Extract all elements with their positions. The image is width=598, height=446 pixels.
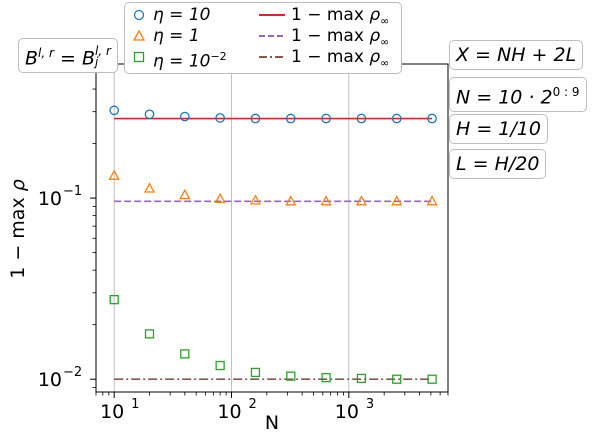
annotation-n: N = 10 · 20 : 9 [449, 77, 587, 113]
legend-line-dashdot [259, 56, 285, 58]
x-tick-label-exponent: 3 [366, 397, 374, 412]
x-tick-label-exponent: 2 [249, 397, 257, 412]
annotation-bj-base: B [81, 47, 95, 70]
y-tick-label-exponent: −1 [63, 184, 82, 199]
point-eta-series-1 [215, 113, 225, 123]
x-tick-label: 10 [100, 401, 124, 423]
legend-marker-triangle [132, 29, 146, 41]
annotation-l: L = H/20 [449, 149, 547, 179]
point-eta-series-3 [286, 371, 296, 381]
annotation-bj-sub: j [95, 54, 99, 69]
legend-marker-circle [133, 9, 145, 21]
x-tick-label: 10 [217, 401, 241, 423]
annotation-h: H = 1/10 [449, 114, 548, 144]
point-eta-series-3 [250, 367, 261, 378]
point-eta-series-2 [285, 195, 297, 206]
annotation-bj-sup: l, r [95, 43, 111, 58]
plot-area [96, 64, 448, 392]
legend-label-eta001-sup: −2 [210, 50, 227, 63]
point-eta-series-1 [109, 105, 120, 116]
legend-label-ref1: 1 − max ρ∞ [291, 5, 390, 28]
y-tick-label: 10 [38, 188, 62, 210]
x-tick-label: 10 [335, 401, 359, 423]
point-eta-series-2 [214, 192, 226, 204]
point-eta-series-3 [109, 294, 119, 305]
legend-label-eta10: η = 10 [153, 6, 210, 24]
point-eta-series-2 [179, 188, 191, 200]
point-eta-series-3 [392, 374, 402, 384]
legend-marker-square [133, 51, 145, 63]
point-eta-series-1 [179, 111, 190, 122]
point-eta-series-1 [144, 109, 155, 120]
point-eta-series-3 [427, 374, 437, 384]
point-eta-series-2 [143, 182, 156, 193]
legend: η = 10 η = 1 η = 10−2 1 − max ρ∞ 1 − max… [124, 2, 402, 74]
legend-line-solid [259, 14, 285, 16]
annotation-x: X = NH + 2L [449, 40, 584, 70]
point-eta-series-1 [356, 113, 367, 124]
y-axis-label-rho: ρ [7, 179, 29, 192]
point-eta-series-2 [320, 195, 332, 206]
legend-label-eta001: η = 10−2 [153, 48, 227, 71]
point-eta-series-2 [391, 195, 403, 206]
point-eta-series-2 [426, 195, 438, 206]
y-tick-label: 10 [38, 369, 62, 391]
legend-label-eta1-text: η = 1 [153, 26, 200, 46]
point-eta-series-1 [321, 113, 331, 124]
point-eta-series-3 [356, 373, 367, 384]
point-eta-series-2 [249, 194, 262, 205]
legend-label-eta10-text: η = 10 [153, 5, 211, 25]
x-axis-label: N [264, 412, 280, 434]
annotation-n-sup: 0 : 9 [552, 85, 580, 99]
annotation-b-eq: = [53, 47, 82, 70]
y-axis-label: 1 − max ρ [7, 159, 29, 299]
point-eta-series-1 [391, 113, 402, 124]
legend-line-dashed [259, 35, 285, 37]
y-axis-label-text: 1 − max [7, 191, 29, 279]
point-eta-series-1 [285, 113, 296, 124]
x-tick-label-exponent: 1 [131, 397, 139, 412]
legend-label-eta1: η = 1 [153, 27, 200, 45]
point-eta-series-1 [427, 113, 437, 124]
point-eta-series-3 [144, 329, 155, 339]
y-tick-label-exponent: −2 [63, 365, 82, 380]
legend-label-ref2: 1 − max ρ∞ [291, 26, 390, 49]
legend-label-ref3: 1 − max ρ∞ [291, 47, 390, 70]
annotation-b-base: B [25, 47, 39, 70]
point-eta-series-2 [355, 195, 368, 206]
point-eta-series-3 [321, 373, 331, 383]
annotation-b-sup: l, r [38, 46, 54, 60]
point-eta-series-3 [180, 349, 190, 359]
point-eta-series-2 [108, 169, 120, 180]
annotation-n-main: N = 10 · 2 [456, 86, 553, 109]
point-eta-series-3 [215, 360, 225, 371]
point-eta-series-1 [250, 113, 261, 124]
legend-label-eta001-text: η = 10 [153, 51, 211, 72]
